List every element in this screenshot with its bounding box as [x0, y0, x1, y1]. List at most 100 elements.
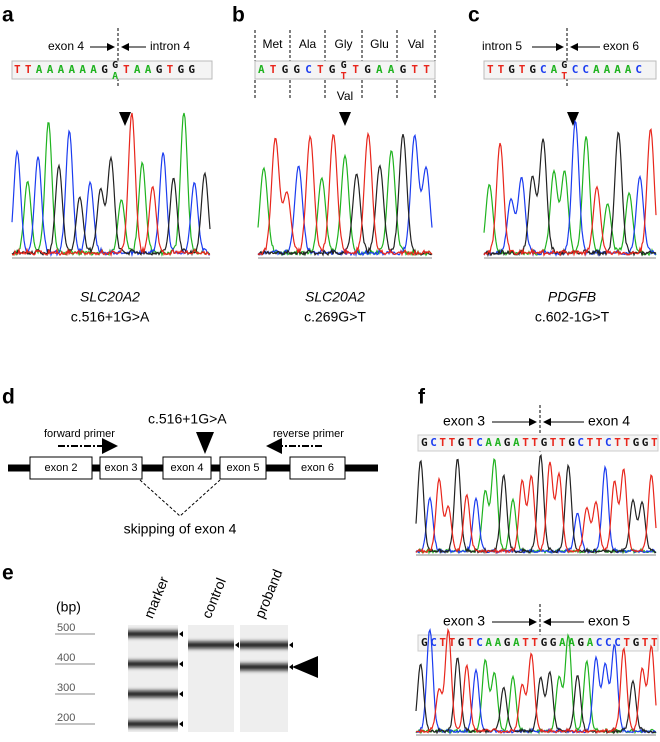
band-tick — [235, 642, 239, 648]
exon-box — [99, 456, 143, 480]
band-tick — [289, 642, 293, 648]
exon-label: exon 5 — [226, 462, 259, 474]
chromatogram-trace — [257, 133, 433, 258]
panel-label: a — [2, 4, 14, 27]
gel-band — [128, 691, 178, 697]
sequence-box — [417, 434, 659, 452]
band-tick — [179, 721, 183, 727]
exon-label: exon 6 — [301, 462, 334, 474]
exon-label: exon 3 — [443, 413, 485, 429]
sequence: T — [561, 71, 567, 82]
chromatogram-trace — [257, 134, 433, 257]
chromatogram-trace — [483, 136, 657, 257]
band-tick — [179, 661, 183, 667]
codon: Glu — [370, 37, 389, 51]
size-label: 300 — [57, 682, 75, 694]
unit-label: (bp) — [56, 599, 81, 615]
sequence: A — [112, 71, 118, 82]
sequence: G — [341, 60, 347, 71]
chromatogram-trace — [483, 131, 657, 258]
band-tick — [179, 691, 183, 697]
intron-label: intron 5 — [482, 39, 522, 53]
gene: SLC20A2 — [305, 289, 365, 305]
lane-label: marker — [140, 574, 171, 621]
gel-lane — [240, 625, 288, 732]
mutation-arrowhead — [119, 112, 131, 126]
chromatogram-trace — [415, 657, 657, 735]
sequence-box — [417, 634, 659, 652]
exon-label: exon 5 — [588, 613, 630, 629]
variant: c.516+1G>A — [148, 411, 227, 427]
lane-label: control — [198, 576, 229, 621]
sequence-box — [254, 60, 436, 80]
primer-label: reverse primer — [273, 428, 344, 440]
codon: Met — [262, 37, 283, 51]
chromatogram-trace — [483, 119, 657, 257]
skipping-line — [139, 479, 221, 517]
gene: PDGFB — [548, 289, 596, 305]
exon-label: exon 2 — [44, 462, 77, 474]
sequence-box — [483, 60, 657, 80]
chromatogram-trace — [415, 461, 657, 555]
exon-label: exon 4 — [170, 462, 203, 474]
gel-band — [240, 664, 288, 670]
lane-label: proband — [251, 567, 285, 621]
exon-box — [219, 456, 267, 480]
gene: SLC20A2 — [80, 289, 140, 305]
mutation-arrowhead — [567, 112, 579, 126]
chromatogram-trace — [11, 112, 211, 257]
gel-band — [128, 661, 178, 667]
exon-box — [289, 456, 346, 480]
codon: Val — [408, 37, 424, 51]
band-arrowhead — [292, 656, 318, 678]
exon-box — [29, 456, 93, 480]
band-tick — [289, 664, 293, 670]
sequence: G — [112, 60, 118, 71]
gel-band — [188, 642, 234, 648]
chromatogram-trace — [415, 628, 657, 735]
exon-label: exon 6 — [603, 39, 639, 53]
panel-label: c — [468, 4, 480, 27]
primer-label: forward primer — [44, 428, 115, 440]
chromatogram-trace — [415, 458, 657, 555]
gel-band — [128, 721, 178, 727]
variant: c.269G>T — [304, 309, 366, 325]
codon: Gly — [335, 37, 353, 51]
variant: c.602-1G>T — [535, 309, 610, 325]
sequence: T — [341, 71, 347, 82]
size-label: 400 — [57, 652, 75, 664]
gel-lane — [128, 625, 178, 732]
codon: Ala — [299, 37, 317, 51]
variant: c.516+1G>A — [71, 309, 150, 325]
mutant-codon: Val — [337, 89, 353, 103]
gel-lane — [188, 625, 234, 732]
gel-band — [240, 642, 288, 648]
chromatogram-trace — [415, 464, 657, 554]
exon-label: exon 4 — [588, 413, 630, 429]
panel-label: b — [232, 4, 245, 27]
sequence-box — [11, 60, 213, 80]
size-label: 200 — [57, 712, 75, 724]
band-tick — [179, 631, 183, 637]
exon-label: exon 3 — [104, 462, 137, 474]
panel-label: f — [418, 386, 426, 409]
gel-band — [128, 631, 178, 637]
exon-box — [162, 456, 212, 480]
sequence: G — [561, 60, 567, 71]
chromatogram-trace — [11, 112, 211, 257]
chromatogram-trace — [257, 131, 433, 257]
panel-label: d — [2, 386, 15, 409]
size-label: 500 — [57, 622, 75, 634]
exon-label: exon 3 — [443, 613, 485, 629]
mutation-arrowhead — [196, 432, 214, 454]
exon-label: exon 4 — [48, 39, 84, 53]
skipping-label: skipping of exon 4 — [124, 521, 237, 537]
